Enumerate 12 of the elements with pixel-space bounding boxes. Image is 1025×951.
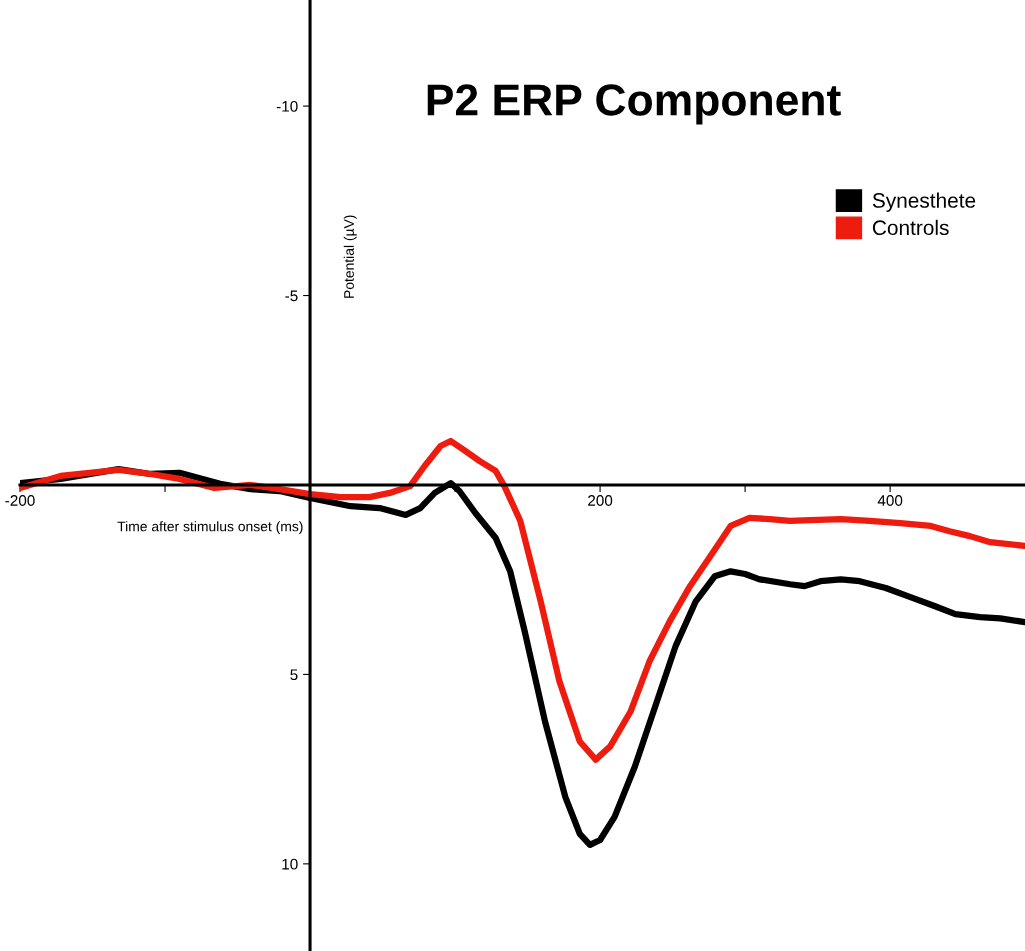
y-tick-label: -10 (276, 100, 298, 112)
y-tick-label: 10 (282, 858, 298, 870)
y-axis-title: Potential (µV) (343, 215, 357, 298)
y-tick-label: -5 (285, 290, 298, 302)
legend-label: Controls (872, 219, 949, 236)
x-tick-label: 400 (877, 495, 903, 506)
x-tick-label: -200 (5, 495, 35, 506)
text: P2 ERP Component (427, 84, 841, 125)
y-tick-label: 5 (290, 669, 298, 681)
x-tick-label: 200 (588, 495, 613, 506)
legend-label: Synesthete (872, 192, 976, 212)
x-axis-title: Time after stimulus onset (ms) (117, 521, 303, 535)
